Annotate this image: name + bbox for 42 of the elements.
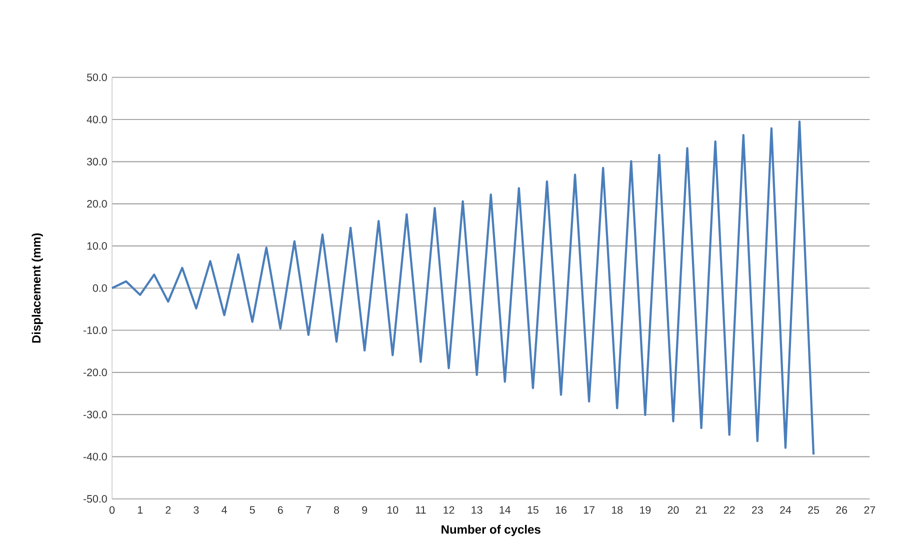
x-tick-label: 19 [640,506,651,514]
x-tick-label: 17 [584,506,594,514]
x-tick-label: 27 [864,506,876,514]
y-tick-label: 40.0 [86,116,107,124]
y-tick-label: -20.0 [83,368,107,376]
y-tick-label: 50.0 [86,74,107,82]
x-tick-label: 2 [166,506,171,514]
y-axis-title: Displacement (mm) [32,233,43,343]
x-tick-label: 24 [780,506,792,514]
x-tick-label: 5 [250,506,255,514]
x-tick-label: 15 [528,506,538,514]
y-tick-label: -50.0 [83,494,107,503]
y-tick-label: 10.0 [87,242,107,250]
y-tick-label: 30.0 [86,158,107,166]
x-tick-label: 7 [306,506,311,514]
x-tick-label: 10 [388,506,398,514]
line-series [110,120,815,456]
y-tick-label: -40.0 [83,452,107,460]
x-tick-label: 1 [138,506,143,514]
x-tick-label: 26 [836,506,848,514]
y-tick-label: 0.0 [92,284,107,292]
x-tick-label: 14 [500,506,511,514]
x-tick-label: 8 [334,506,340,514]
x-tick-label: 18 [612,506,623,514]
x-tick-label: 22 [724,506,735,514]
x-tick-label: 23 [752,506,763,514]
x-tick-label: 12 [444,506,454,514]
x-tick-label: 25 [808,506,820,514]
y-tick-label: -10.0 [83,326,107,334]
y-tick-label: -30.0 [83,410,107,418]
x-tick-label: 3 [194,506,199,514]
x-tick-label: 21 [696,506,707,514]
x-tick-label: 11 [416,506,426,514]
x-tick-label: 16 [556,506,566,514]
x-tick-label: 4 [222,506,227,514]
x-tick-label: 20 [668,506,679,514]
x-tick-label: 0 [109,506,115,514]
x-tick-label: 6 [278,506,283,514]
x-tick-label: 9 [362,506,368,514]
x-axis-title: Number of cycles [442,524,540,536]
y-tick-label: 20.0 [87,200,107,208]
x-tick-label: 13 [472,506,482,514]
